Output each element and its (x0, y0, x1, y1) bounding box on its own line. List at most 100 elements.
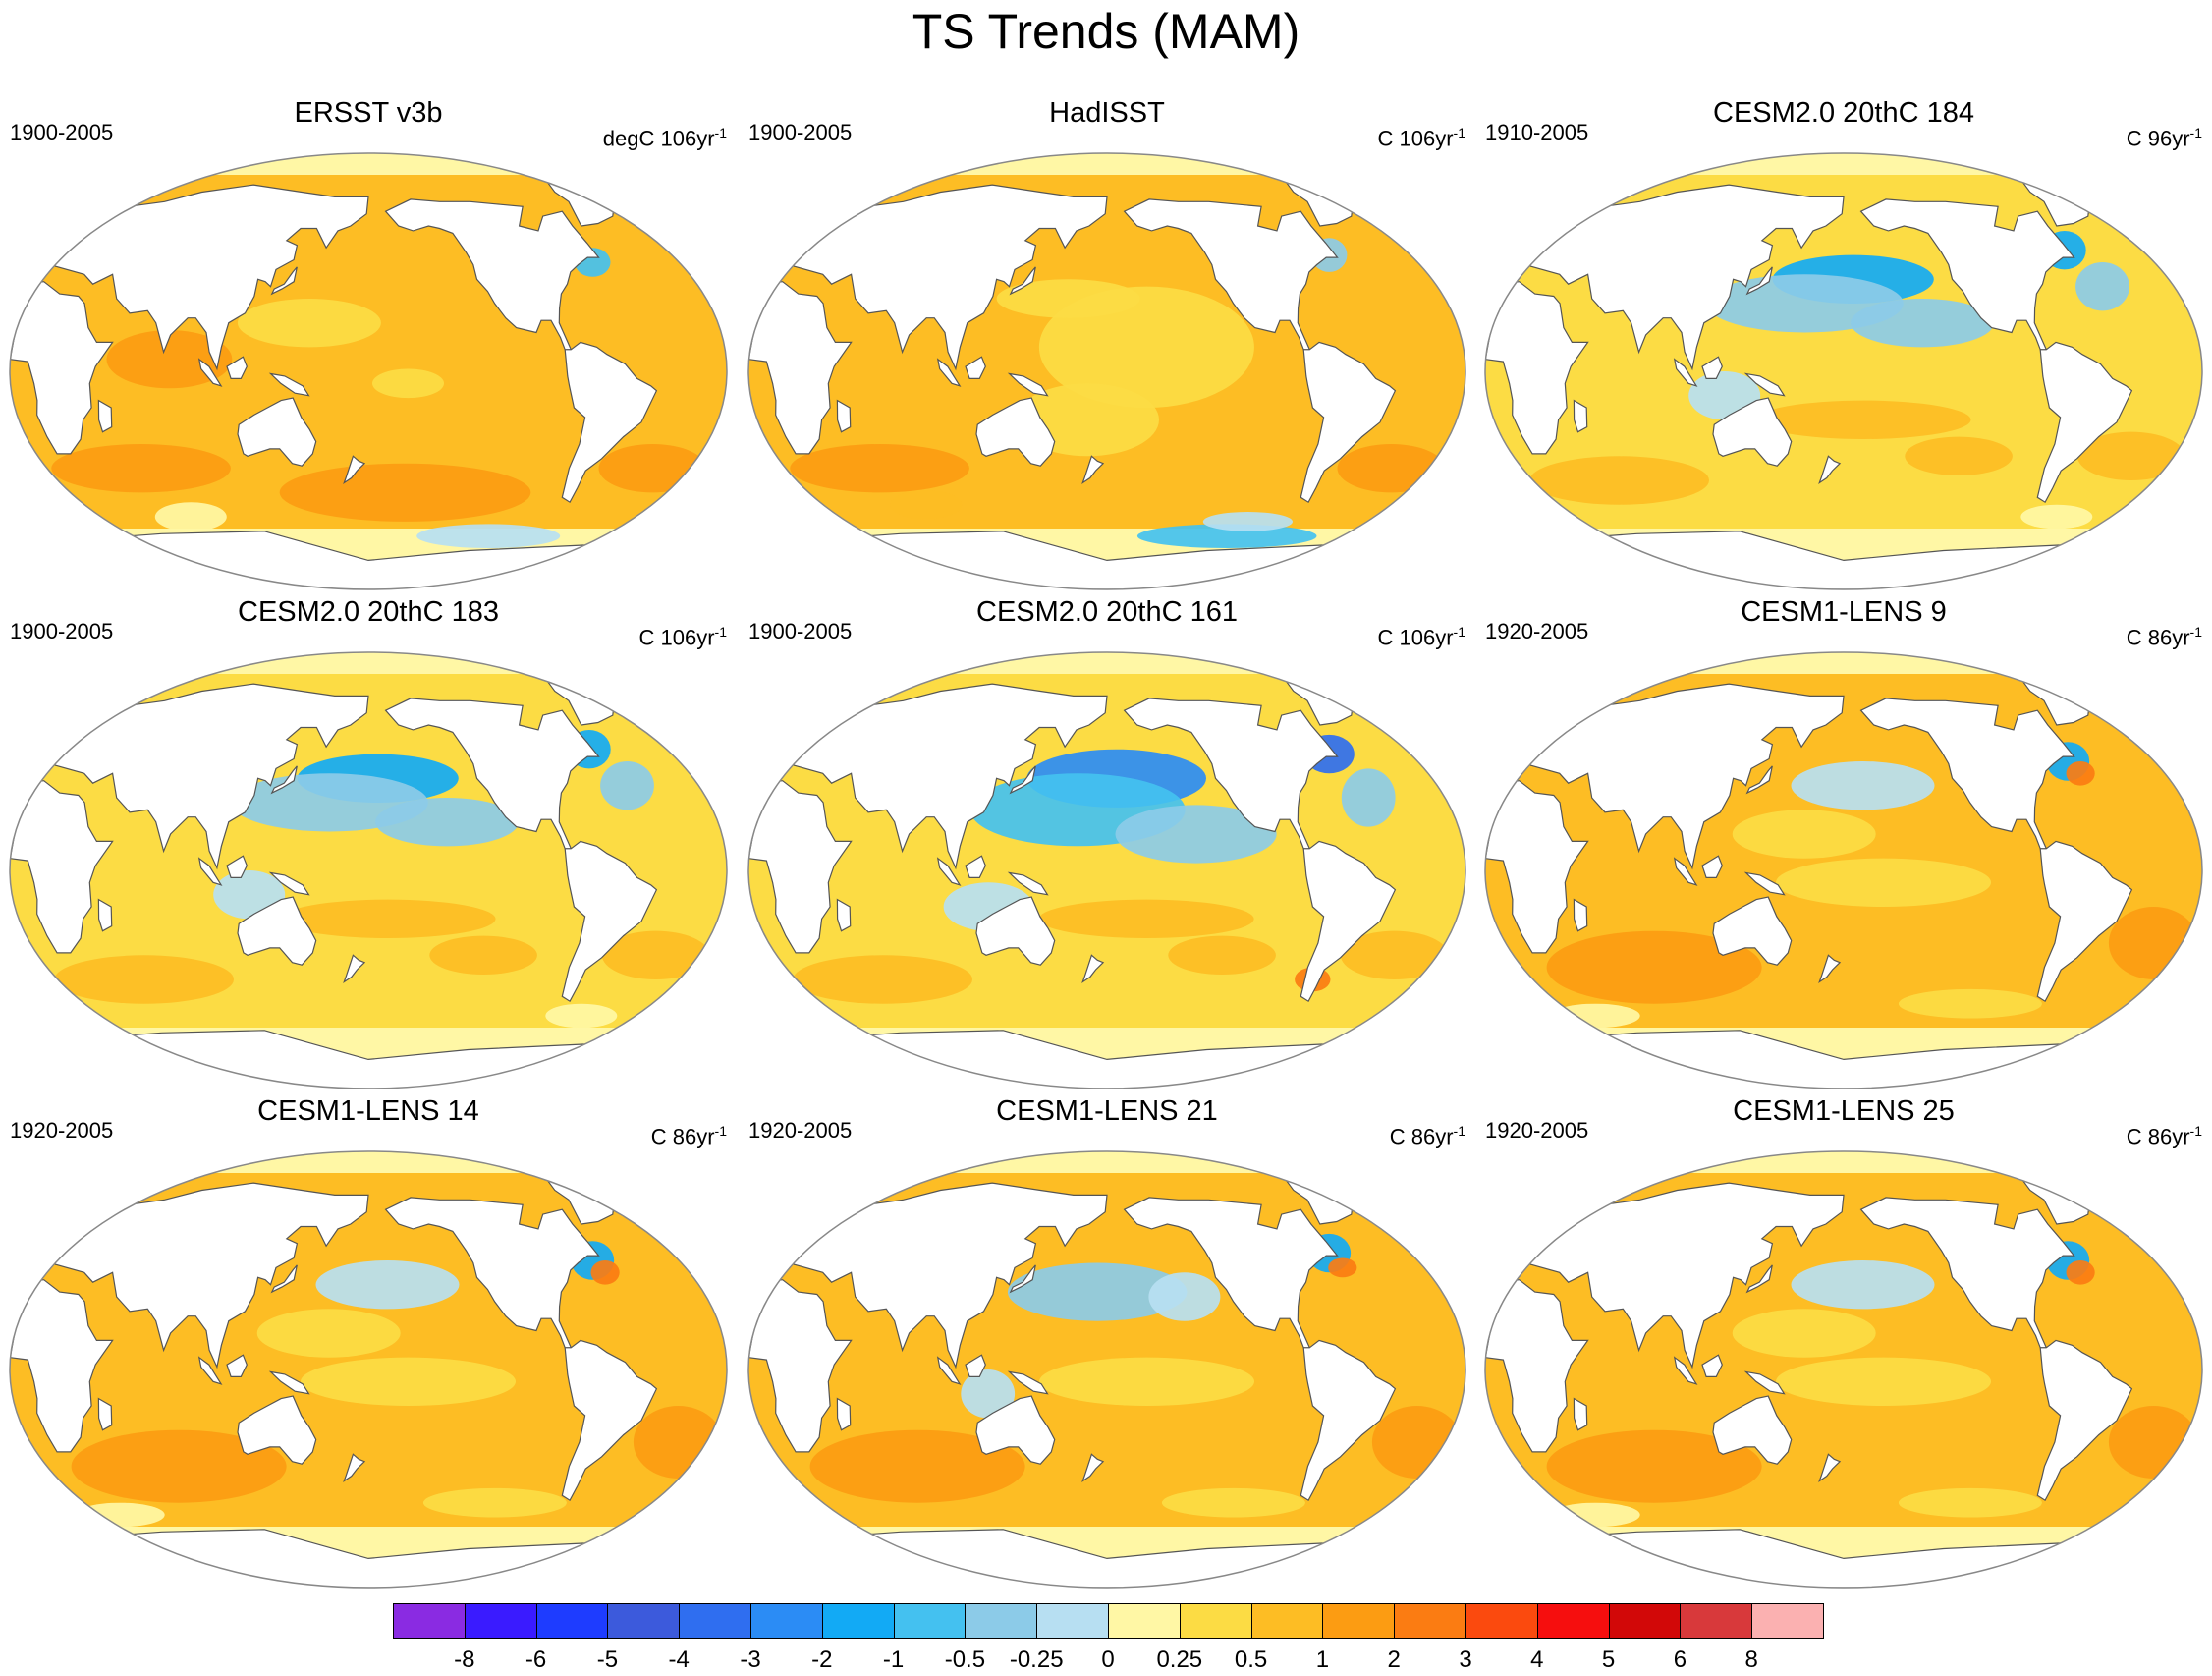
land-nz (1818, 1453, 1842, 1483)
land-northamerica (384, 1197, 600, 1349)
world-map (747, 651, 1466, 1089)
land-borneo (1701, 1354, 1723, 1377)
anomaly-region (1898, 988, 2042, 1019)
panel-title: CESM1-LENS 25 (1733, 1095, 1955, 1127)
anomaly-region (1546, 930, 1762, 1004)
anomaly-region (1755, 400, 1971, 439)
land-sumatra (936, 1356, 962, 1385)
polar-band-north (748, 1151, 1465, 1173)
colorbar-swatch (393, 1603, 466, 1639)
anomaly-region (2066, 1260, 2095, 1285)
anomaly-region (2108, 1406, 2199, 1479)
world-map (747, 152, 1466, 590)
anomaly-region (375, 798, 520, 847)
land-africa (748, 780, 853, 954)
land-eurasia (761, 1182, 1108, 1369)
colorbar-swatch (679, 1603, 751, 1639)
anomaly-region (790, 444, 969, 493)
map-frame (1484, 1150, 2203, 1589)
units-exponent: -1 (714, 624, 727, 640)
land-sumatra (197, 1356, 223, 1385)
land-africa (1485, 780, 1589, 954)
colorbar-tick-label: 0 (1101, 1647, 1115, 1673)
map-frame (747, 651, 1466, 1089)
land-japan (270, 1264, 298, 1294)
panel-period: 1920-2005 (1485, 1118, 1589, 1143)
land-madagascar (1573, 898, 1588, 932)
colorbar-tick-label: 6 (1673, 1647, 1687, 1673)
land-borneo (965, 356, 986, 379)
map-panel: CESM1-LENS 25 1920-2005 C 86yr-1 (1475, 1085, 2212, 1589)
map-panel: CESM2.0 20thC 184 1910-2005 C 96yr-1 (1475, 86, 2212, 590)
land-africa (1485, 1279, 1589, 1453)
panel-units: C 106yr-1 (639, 619, 728, 650)
land-uk (1416, 1228, 1435, 1250)
world-map (1484, 152, 2203, 590)
colorbar-swatch (1322, 1603, 1396, 1639)
anomaly-region (2020, 504, 2093, 530)
colorbar-swatch (1536, 1603, 1610, 1639)
land-northamerica (384, 198, 600, 351)
anomaly-region (890, 489, 963, 520)
anomaly-region (1341, 768, 1396, 827)
panel-title: CESM1-LENS 21 (996, 1095, 1218, 1127)
colorbar-tick-label: -4 (668, 1647, 690, 1673)
anomaly-region (1851, 299, 1995, 348)
land-africa (10, 281, 114, 455)
polar-band-north (1485, 652, 2202, 674)
land-northamerica (1123, 1197, 1339, 1349)
panel-period: 1920-2005 (748, 1118, 853, 1143)
panel-title: CESM2.0 20thC 184 (1713, 97, 1974, 129)
anomaly-region (2108, 907, 2199, 979)
land-newguinea (1743, 372, 1786, 397)
units-text: C 106yr (1377, 126, 1454, 151)
map-panel: CESM2.0 20thC 183 1900-2005 C 106yr-1 (0, 586, 737, 1089)
anomaly-region (601, 930, 710, 979)
panel-units: C 96yr-1 (2127, 120, 2202, 151)
panel-title: CESM1-LENS 9 (1741, 596, 1947, 628)
anomaly-region (2066, 761, 2095, 786)
land-australia (975, 397, 1056, 467)
map-frame (9, 651, 728, 1089)
anomaly-region (106, 330, 233, 389)
map-frame (9, 1150, 728, 1589)
land-northamerica (1859, 1197, 2075, 1349)
panel-title: ERSST v3b (294, 97, 443, 129)
colorbar-tick-label: 3 (1459, 1647, 1472, 1673)
anomaly-region (1791, 761, 1935, 810)
land-southamerica (2036, 840, 2133, 1003)
colorbar-tick-label: 4 (1530, 1647, 1544, 1673)
anomaly-region (600, 761, 654, 810)
polar-band-north (10, 1151, 727, 1173)
units-exponent: -1 (2189, 125, 2202, 140)
land-northamerica (384, 698, 600, 850)
land-sumatra (936, 857, 962, 886)
anomaly-region (422, 1487, 567, 1518)
panel-period: 1920-2005 (1485, 619, 1589, 643)
land-sumatra (936, 358, 962, 387)
land-eurasia (761, 184, 1108, 371)
polar-band-north (1485, 153, 2202, 175)
colorbar-swatch (1680, 1603, 1753, 1639)
polar-band-north (1485, 1151, 2202, 1173)
land-southamerica (561, 341, 658, 504)
colorbar-swatch (893, 1603, 967, 1639)
land-australia (237, 896, 317, 966)
land-northamerica (1859, 198, 2075, 351)
land-australia (1712, 896, 1793, 966)
land-madagascar (836, 898, 852, 932)
land-madagascar (836, 1397, 852, 1431)
land-northamerica (1123, 198, 1339, 351)
anomaly-region (280, 899, 496, 938)
polar-band-north (748, 652, 1465, 674)
units-text: C 86yr (2126, 1124, 2190, 1149)
colorbar-swatch (1751, 1603, 1824, 1639)
units-exponent: -1 (1453, 1123, 1465, 1139)
anomaly-region (996, 279, 1140, 318)
land-eurasia (23, 1182, 369, 1369)
land-madagascar (97, 399, 113, 433)
world-map (1484, 1150, 2203, 1589)
land-australia (975, 1395, 1056, 1465)
land-southamerica (1300, 341, 1397, 504)
land-northamerica (1123, 698, 1339, 850)
